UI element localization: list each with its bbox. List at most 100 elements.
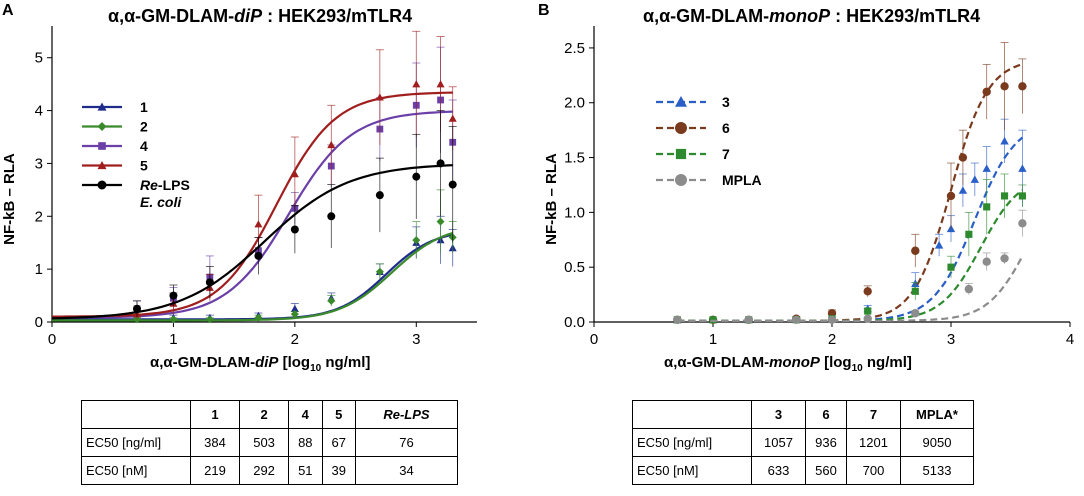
table-a-header-cell: 5 xyxy=(321,400,356,429)
data-point xyxy=(1018,219,1027,228)
fit-curve xyxy=(677,136,1024,322)
data-point xyxy=(169,315,178,324)
data-point xyxy=(982,87,991,96)
table-a-cell: 292 xyxy=(239,456,290,485)
panel-a-title: α,α-GM-DLAM-diP : HEK293/mTLR4 xyxy=(108,6,412,27)
data-point xyxy=(327,140,336,149)
data-point xyxy=(934,241,944,249)
series-mpla xyxy=(673,209,1027,325)
y-tick-label: 2 xyxy=(35,208,43,225)
legend-swatch-marker xyxy=(675,96,687,107)
legend-label: 3 xyxy=(722,94,730,110)
chart-b: 0 1 2 3 4 0.0 0.5 1.0 1.5 2.0 2.5 NF-kB – RLA α,α-GM… xyxy=(543,26,1074,374)
legend-label-line2: E. coli xyxy=(140,194,182,210)
table-b-row-label: EC50 [ng/ml] xyxy=(632,428,752,457)
x-tick-label: 2 xyxy=(291,331,299,348)
panel-a-letter: A xyxy=(2,2,14,19)
chart-a: 0 1 2 3 0 1 2 3 4 5 NF-kB – RLA α,α-GM-DLAM-diP [lo… xyxy=(1,26,477,374)
data-point xyxy=(958,153,968,162)
data-point xyxy=(1000,254,1009,263)
y-tick-label: 2.0 xyxy=(564,95,585,112)
y-axis-label: NF-kB – RLA xyxy=(1,153,18,245)
table-a-cell: 51 xyxy=(288,456,323,485)
x-tick-label: 0 xyxy=(590,331,598,348)
legend-b: 3 6 7 MPLA xyxy=(656,94,762,188)
table-b-header-cell: 6 xyxy=(805,400,847,429)
x-tick-label: 3 xyxy=(412,331,420,348)
table-b-header-cell: 3 xyxy=(751,400,806,429)
data-point xyxy=(964,284,974,294)
legend-swatch-marker xyxy=(98,142,106,150)
panel-a-title-suffix: : HEK293/mTLR4 xyxy=(262,6,413,26)
panel-b-title-suffix: : HEK293/mTLR4 xyxy=(830,6,981,26)
x-tick-label: 0 xyxy=(48,331,56,348)
x-axis-label: α,α-GM-DLAM-diP [log10 ng/ml] xyxy=(150,354,370,374)
table-b-row: EC50 [ng/ml] 1057 936 1201 9050 xyxy=(632,428,974,457)
legend-label: 1 xyxy=(140,99,148,115)
data-point xyxy=(205,315,214,324)
table-a-row: EC50 [nM] 219 292 51 39 34 xyxy=(81,456,459,485)
data-point xyxy=(827,315,837,325)
x-tick-label: 1 xyxy=(169,331,177,348)
data-point xyxy=(983,203,991,211)
x-tick-label: 1 xyxy=(709,331,717,348)
legend-label: 5 xyxy=(140,158,148,174)
fit-curve xyxy=(677,189,1024,322)
data-point xyxy=(412,172,421,181)
data-point xyxy=(673,315,682,325)
panel-a-title-italic: diP xyxy=(234,6,263,26)
table-a-header-relps: Re-LPS xyxy=(354,400,459,429)
data-point xyxy=(133,304,141,313)
y-axis-label: NF-kB – RLA xyxy=(543,153,560,245)
y-tick-label: 5 xyxy=(35,50,43,67)
table-b-cell: 5133 xyxy=(900,456,974,485)
data-point xyxy=(412,236,421,245)
data-point xyxy=(290,310,299,319)
legend-label: 2 xyxy=(140,119,148,135)
data-point xyxy=(958,186,968,194)
data-point xyxy=(436,217,445,226)
table-a-header-cell: 1 xyxy=(189,400,241,429)
data-point xyxy=(205,278,214,287)
series-7 xyxy=(673,173,1027,324)
data-point xyxy=(911,309,920,318)
series-re-lps-e-coli xyxy=(51,110,457,320)
y-tick-label: 1 xyxy=(35,261,43,278)
fit-curve xyxy=(52,110,453,319)
y-tick-label: 2.5 xyxy=(564,40,585,57)
data-point xyxy=(375,93,384,101)
panel-a-title-prefix: α,α-GM-DLAM- xyxy=(108,6,235,26)
table-b-row: EC50 [nM] 633 560 700 5133 xyxy=(632,456,974,485)
table-a-cell: 39 xyxy=(321,456,356,485)
data-point xyxy=(982,257,991,266)
data-point xyxy=(375,267,384,276)
ec50-table-b: 3 6 7 MPLA* EC50 [ng/ml] 1057 936 1201 9… xyxy=(632,400,974,485)
y-tick-label: 0.5 xyxy=(564,259,585,276)
data-point xyxy=(1018,192,1026,200)
series-2 xyxy=(52,189,457,324)
y-tick-label: 3 xyxy=(35,155,43,172)
data-point xyxy=(792,315,801,325)
table-b-header-cell xyxy=(632,400,752,429)
y-tick-label: 1.5 xyxy=(564,150,585,167)
x-tick-label: 4 xyxy=(1066,331,1074,348)
table-b-cell: 1057 xyxy=(751,428,806,457)
fit-curve xyxy=(52,231,454,322)
data-point xyxy=(1000,136,1009,145)
table-a-header-cell: 4 xyxy=(288,400,323,429)
table-a-row-label: EC50 [nM] xyxy=(81,456,191,485)
table-a-cell: 34 xyxy=(354,456,459,485)
table-b-cell: 633 xyxy=(751,456,806,485)
table-b-row-label: EC50 [nM] xyxy=(632,456,752,485)
data-point xyxy=(970,175,979,183)
legend-swatch-marker xyxy=(97,122,107,131)
data-point xyxy=(327,296,336,305)
data-point xyxy=(863,287,872,296)
table-a-header-cell: 2 xyxy=(239,400,290,429)
data-point xyxy=(911,246,920,255)
y-tick-label: 1.0 xyxy=(564,204,585,221)
legend-swatch-marker xyxy=(97,180,107,190)
data-point xyxy=(290,304,299,312)
data-point xyxy=(1018,164,1027,172)
